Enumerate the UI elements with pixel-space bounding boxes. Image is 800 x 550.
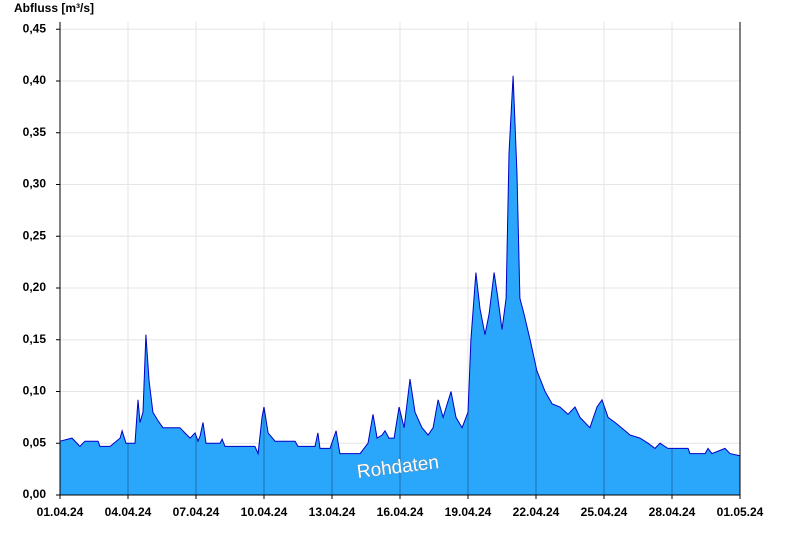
x-tick-label: 07.04.24 [173, 505, 220, 519]
y-tick-label: 0,15 [23, 332, 47, 346]
line [59, 75, 741, 457]
y-tick-label: 0,10 [23, 384, 47, 398]
x-tick-label: 04.04.24 [105, 505, 152, 519]
x-tick-label: 01.05.24 [717, 505, 764, 519]
y-tick-label: 0,30 [23, 177, 47, 191]
x-tick-label: 16.04.24 [377, 505, 424, 519]
y-tick-label: 0,25 [23, 228, 47, 242]
x-tick-label: 25.04.24 [581, 505, 628, 519]
x-tick-label: 01.04.24 [37, 505, 84, 519]
x-tick-label: 19.04.24 [445, 505, 492, 519]
y-tick-label: 0,20 [23, 280, 47, 294]
x-tick-label: 13.04.24 [309, 505, 356, 519]
y-tick-label: 0,00 [23, 487, 47, 501]
y-tick-label: 0,05 [23, 435, 47, 449]
x-tick-label: 28.04.24 [649, 505, 696, 519]
y-tick-label: 0,45 [23, 21, 47, 35]
y-axis-title: Abfluss [m³/s] [14, 1, 94, 15]
y-tick-label: 0,40 [23, 73, 47, 87]
x-tick-label: 10.04.24 [241, 505, 288, 519]
y-tick-label: 0,35 [23, 125, 47, 139]
x-tick-label: 22.04.24 [513, 505, 560, 519]
